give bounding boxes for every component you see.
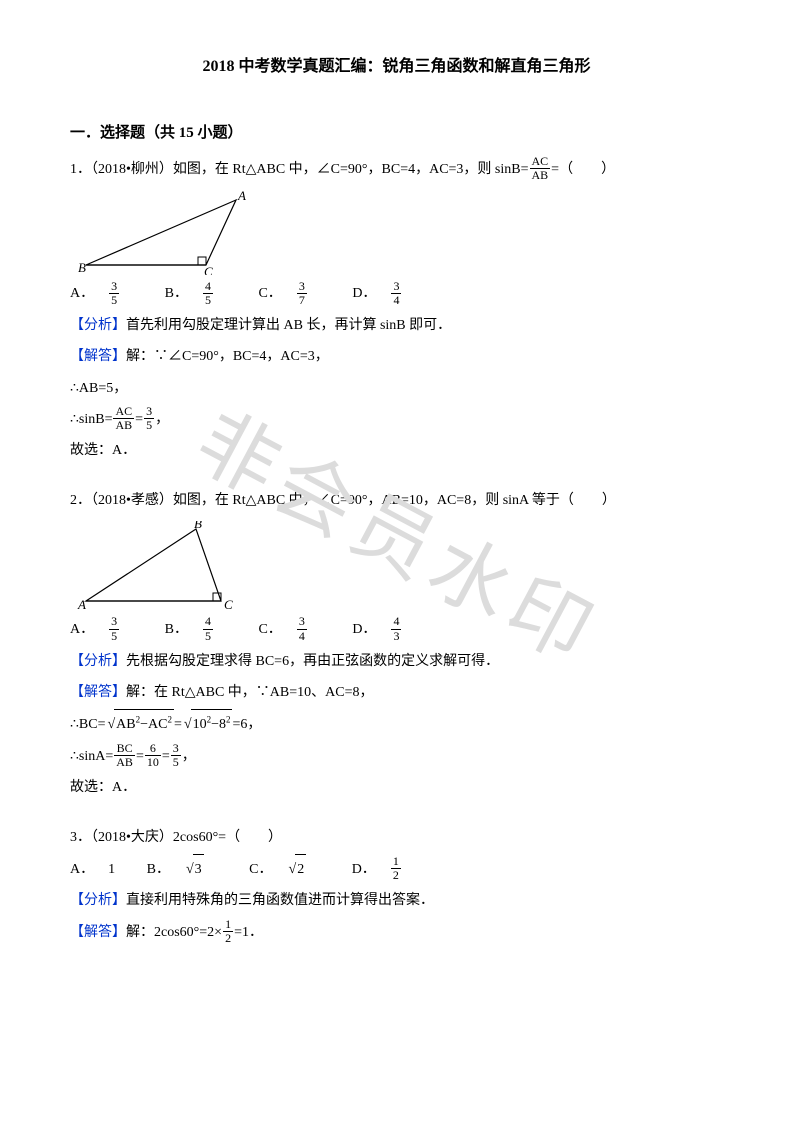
q1-text-a: （2018•柳州）如图，在 Rt△ABC 中，∠C=90°，BC=4，AC=3，… [91, 162, 529, 177]
svg-text:B: B [194, 521, 202, 531]
q1-triangle: B C A [76, 190, 723, 275]
q1-frac: ACAB [530, 155, 551, 182]
q3-blank: （ ） [226, 830, 282, 845]
solution-label: 【解答】 [70, 349, 126, 364]
q3-number: 3． [70, 830, 91, 845]
q3-stem: 3．（2018•大庆）2cos60°=（ ） [70, 823, 723, 852]
q2-sol1: 【解答】解：在 Rt△ABC 中，∵AB=10、AC=8， [70, 678, 723, 707]
q1-stem: 1．（2018•柳州）如图，在 Rt△ABC 中，∠C=90°，BC=4，AC=… [70, 155, 723, 184]
q1-sol1: 【解答】解：∵∠C=90°，BC=4，AC=3， [70, 342, 723, 371]
q2-number: 2． [70, 493, 91, 508]
vertex-c: C [204, 264, 213, 275]
q2-answer: 故选：A． [70, 773, 723, 802]
q3-analysis: 【分析】直接利用特殊角的三角函数值进而计算得出答案． [70, 886, 723, 915]
svg-text:A: A [77, 597, 86, 611]
q1-sol3: ∴sinB=ACAB=35， [70, 405, 723, 434]
analysis-label: 【分析】 [70, 318, 126, 333]
q2-triangle: A C B [76, 521, 723, 611]
q2-analysis: 【分析】先根据勾股定理求得 BC=6，再由正弦函数的定义求解可得． [70, 647, 723, 676]
q2-stem: 2．（2018•孝感）如图，在 Rt△ABC 中，∠C=90°，AB=10，AC… [70, 486, 723, 515]
q1-number: 1． [70, 162, 91, 177]
q2-sol3: ∴sinA=BCAB=610=35， [70, 742, 723, 771]
q2-options: A．35 B．45 C．34 D．43 [70, 615, 723, 644]
q3-sol: 【解答】解：2cos60°=2×12=1． [70, 918, 723, 947]
section-heading: 一．选择题（共 15 小题） [70, 118, 723, 150]
vertex-b: B [78, 260, 86, 275]
q1-blank: （ ） [559, 162, 615, 177]
q2-blank: （ ） [560, 493, 616, 508]
page-title: 2018 中考数学真题汇编：锐角三角函数和解直角三角形 [70, 50, 723, 84]
q1-options: A．35 B．45 C．37 D．34 [70, 279, 723, 308]
vertex-a: A [237, 190, 246, 203]
q1-sol2: ∴AB=5， [70, 374, 723, 403]
svg-text:C: C [224, 597, 233, 611]
q1-analysis: 【分析】首先利用勾股定理计算出 AB 长，再计算 sinB 即可． [70, 311, 723, 340]
q2-sol2: ∴BC=AB2−AC2=102−82=6， [70, 709, 723, 739]
q1-text-b: = [551, 162, 559, 177]
q1-answer: 故选：A． [70, 436, 723, 465]
q3-options: A．1 B．3 C．2 D．12 [70, 854, 723, 884]
